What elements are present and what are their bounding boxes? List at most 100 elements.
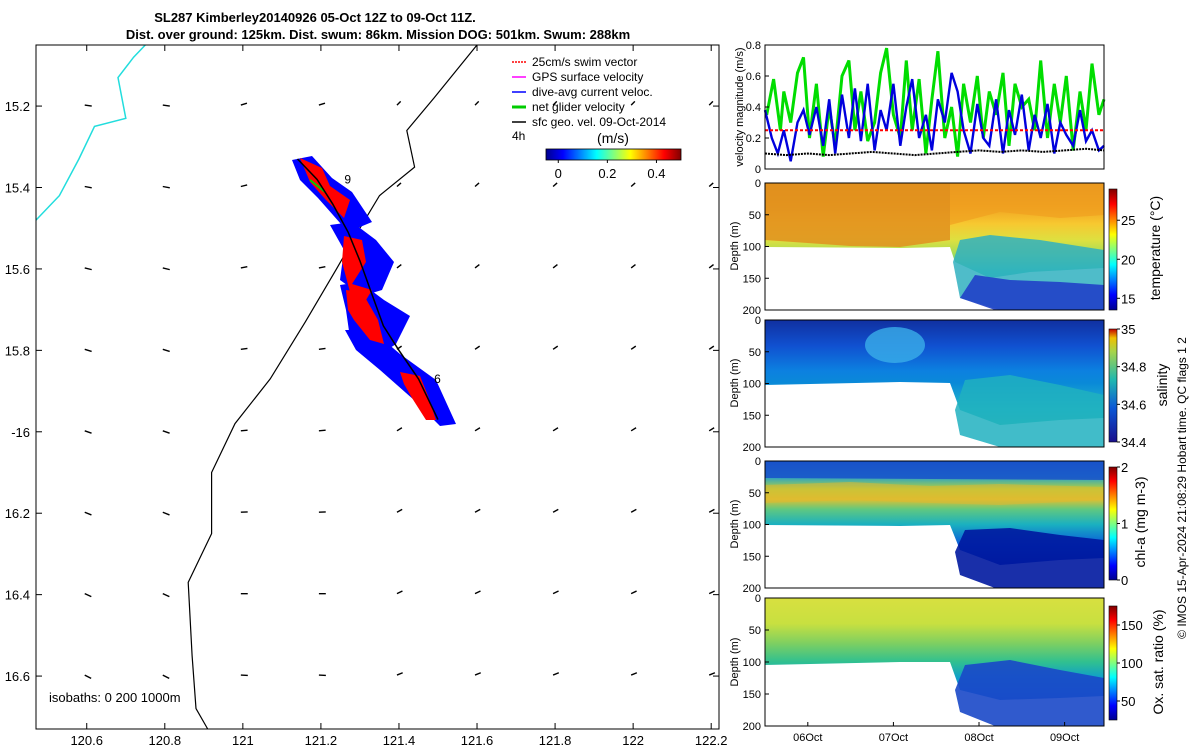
velocity-arrow [396,427,403,432]
track-annotation: 6 [434,372,441,386]
velocity-arrow [162,430,170,434]
velocity-arrow [552,100,558,106]
depth-tick-label: 200 [743,721,761,733]
chl-depth-label: Depth (m) [729,500,741,549]
velocity-arrow [552,263,558,269]
chl-surface-layer [765,461,1104,480]
salinity-y-ticks: 0 50 100 150 200 [743,315,769,454]
depth-tick-label: 0 [755,315,761,327]
velocity-arrow [630,263,636,269]
velocity-arrow [708,508,715,513]
map-y-tick-label: 16.4 [5,588,30,603]
chl-colorbar-label: chl-a (mg m-3) [1132,476,1148,567]
track-annotations: 96 [344,172,441,385]
depth-tick-label: 150 [743,273,761,285]
map-y-ticks: 15.2 15.4 15.6 15.8 -16 16.2 16.4 16.6 [5,99,719,684]
temperature-section: 0 50 100 150 200 Depth (m) 15 20 25 temperatur… [729,178,1163,317]
temperature-warm-layer [765,183,950,247]
velocity-arrow [708,263,714,269]
temperature-colorbar-label: temperature (°C) [1147,196,1163,300]
velocity-y-tick-label: 0.8 [746,40,761,52]
depth-tick-label: 0 [755,593,761,605]
colorbar-tick-label: 20 [1121,252,1135,267]
salinity-colorbar [1108,328,1118,443]
colorbar-tick-label: 35 [1121,322,1135,337]
chl-deep-water [955,528,1104,588]
colorbar-tick-label: 34.4 [1121,435,1146,450]
map-axes-background [36,45,719,729]
oxygen-colorbar [1108,605,1118,721]
isobaths-label: isobaths: 0 200 1000m [49,690,181,705]
oxygen-colorbar-ticks: 50 100 150 [1117,618,1143,709]
swim-vector-swath-3 [346,290,384,344]
speed-colorbar-tick-label: 0.4 [647,166,665,181]
map-x-tick-label: 121.6 [461,733,494,748]
velocity-arrow [396,590,403,595]
velocity-arrow [396,672,403,676]
velocity-series [763,47,1106,162]
oxygen-section: 0 50 100 150 200 06Oct 07Oct 08Oct 09Oct Depth … [729,593,1166,744]
map-y-tick-label: 15.2 [5,99,30,114]
velocity-arrow [708,100,714,106]
velocity-arrow [474,263,480,269]
velocity-arrow [552,182,558,188]
velocity-arrow [708,427,715,432]
track-annotation: 9 [344,172,351,186]
glider-track-line [296,158,439,420]
salinity-colorbar-label: salinity [1154,364,1170,407]
velocity-arrow [474,100,480,106]
oxygen-y-ticks: 0 50 100 150 200 [743,593,769,733]
legend-entry-label: GPS surface velocity [532,70,643,84]
velocity-arrow [84,104,92,107]
depth-tick-label: 100 [743,657,761,669]
depth-tick-label: 100 [743,242,761,254]
speed-colorbar-tick-label: 0.2 [598,166,616,181]
temperature-colorbar [1108,188,1118,311]
depth-tick-label: 200 [743,305,761,317]
isobath-0m-coastline [35,44,146,221]
velocity-arrow [708,182,714,188]
velocity-arrow [240,184,248,188]
date-tick-label: 08Oct [964,732,993,744]
temperature-cold-water [960,275,1104,310]
legend-entry-label: net glider velocity [532,100,625,114]
velocity-arrow [240,429,248,432]
velocity-arrow [318,347,326,351]
velocity-arrow [84,267,92,271]
velocity-arrow [162,593,170,598]
depth-tick-label: 50 [749,488,761,500]
velocity-arrow [708,590,715,595]
velocity-y-tick-label: 0.2 [746,133,761,145]
velocity-arrow [318,265,326,269]
velocity-arrow [396,182,402,188]
salinity-colorbar-ticks: 34.4 34.6 34.8 35 [1117,322,1146,450]
velocity-arrow [630,345,637,350]
colorbar-tick-label: 150 [1121,618,1143,633]
map-y-tick-label: 15.8 [5,343,30,358]
chl-colorbar-ticks: 0 1 2 [1117,460,1128,588]
velocity-arrow [162,674,170,680]
velocity-arrow [240,265,248,269]
depth-tick-label: 50 [749,625,761,637]
oxygen-colorbar-label: Ox. sat. ratio (%) [1150,609,1166,714]
colorbar-tick-label: 2 [1121,460,1128,475]
map-y-tick-label: 16.2 [5,506,30,521]
velocity-y-tick-label: 0.4 [746,102,761,114]
legend-entry-label: sfc geo. vel. 09-Oct-2014 [532,115,666,129]
colorbar-tick-label: 1 [1121,517,1128,532]
velocity-y-tick-label: 0 [755,164,761,176]
velocity-arrow [630,590,637,595]
velocity-arrow [318,429,326,432]
velocity-arrow [162,348,170,353]
map-y-tick-label: 15.4 [5,181,30,196]
chl-colorbar [1108,466,1118,581]
speed-colorbar: (m/s) 0 0.2 0.4 [545,130,682,181]
velocity-arrow [84,593,92,598]
velocity-arrow [396,100,402,106]
temperature-y-ticks: 0 50 100 150 200 [743,178,769,317]
velocity-arrow [630,672,638,676]
velocity-arrow [396,263,402,269]
map-x-tick-label: 121.8 [539,733,572,748]
colorbar-tick-label: 34.6 [1121,397,1146,412]
